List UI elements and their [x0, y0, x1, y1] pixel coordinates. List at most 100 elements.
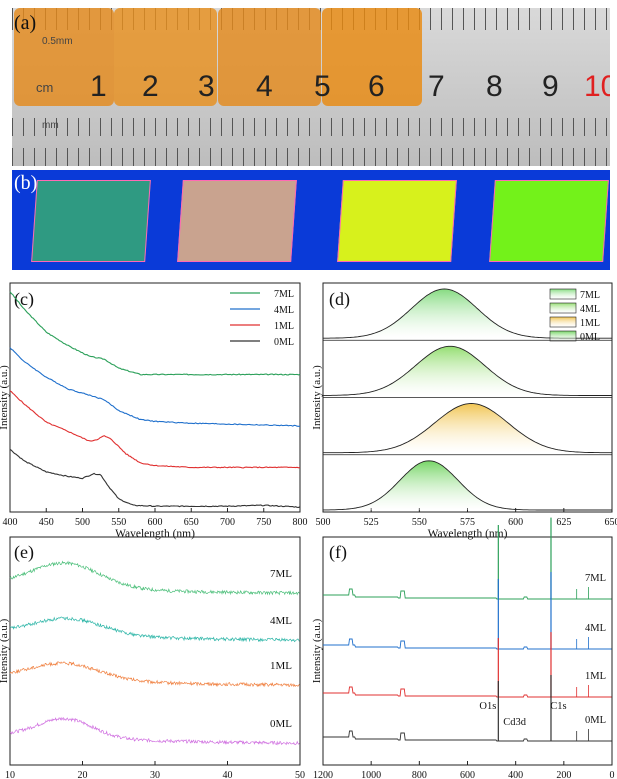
legend-label-c-7ml: 7ML — [274, 289, 294, 300]
ruler-number-10: 10 — [584, 70, 610, 103]
ruler-sub-unit-label: 0.5mm — [42, 36, 73, 47]
annotation-c1s: C1s — [550, 701, 566, 712]
x-tick-label-e-3: 40 — [223, 770, 233, 779]
photo-uv-films: (b) — [12, 170, 610, 270]
annotation-o1s: O1s — [479, 701, 496, 712]
area-outline-d-0ml — [322, 460, 612, 511]
x-tick-label-f-5: 200 — [556, 770, 571, 779]
series-label-e-1ml: 1ML — [270, 660, 292, 672]
series-line-f-0ml — [323, 730, 612, 742]
legend-label-d-4ml: 4ML — [580, 304, 600, 315]
area-outline-d-1ml — [322, 403, 612, 454]
series-line-e-1ml — [9, 661, 300, 688]
ruler-number-2: 2 — [142, 70, 159, 103]
plot-frame-e — [9, 536, 301, 766]
panel-label-e: (e) — [14, 542, 34, 563]
x-tick-label-c-1: 450 — [39, 517, 54, 528]
series-label-e-7ml: 7ML — [270, 568, 292, 580]
orange-film-2 — [114, 8, 217, 106]
ruler-number-7: 7 — [428, 70, 445, 103]
ruler-unit-label: cm — [36, 80, 54, 95]
legend-label-d-1ml: 1ML — [580, 318, 600, 329]
plot-frame-c — [9, 282, 301, 513]
x-axis-label-d: Wavelength (nm) — [428, 528, 508, 540]
series-line-e-4ml — [9, 616, 300, 643]
x-tick-label-f-4: 400 — [508, 770, 523, 779]
x-tick-label-c-0: 400 — [3, 517, 18, 528]
series-line-f-1ml — [323, 686, 612, 698]
legend-label-d-0ml: 0ML — [580, 332, 600, 343]
series-line-e-0ml — [10, 716, 300, 746]
x-tick-label-c-5: 650 — [184, 517, 199, 528]
x-tick-label-c-2: 500 — [75, 517, 90, 528]
panel-label-f: (f) — [329, 542, 347, 563]
y-axis-label-d: Intensity (a.u.) — [311, 365, 323, 430]
series-label-f-7ml: 7ML — [585, 573, 606, 584]
x-tick-label-f-6: 0 — [610, 770, 615, 779]
x-tick-label-c-4: 600 — [148, 517, 163, 528]
series-line-c-1ml — [9, 390, 301, 469]
area-fill-d-7ml — [323, 289, 612, 339]
series-line-c-7ml — [9, 291, 301, 376]
ruler-number-5: 5 — [314, 70, 331, 103]
series-line-e-7ml — [9, 560, 300, 596]
x-tick-label-d-0: 500 — [316, 517, 331, 528]
ruler-ticks-bottom — [12, 148, 610, 166]
x-tick-label-d-3: 575 — [460, 517, 475, 528]
ruler-mm-label: mm — [42, 120, 59, 131]
x-tick-label-c-3: 550 — [111, 517, 126, 528]
legend-swatch-d-4ml — [549, 302, 577, 314]
series-label-e-0ml: 0ML — [270, 718, 292, 730]
ruler-number-3: 3 — [198, 70, 215, 103]
y-axis-label-c: Intensity (a.u.) — [0, 365, 10, 430]
panel-label-b: (b) — [14, 172, 38, 194]
series-line-c-0ml — [9, 448, 301, 508]
ruler-number-4: 4 — [256, 70, 273, 103]
legend-swatch-d-0ml — [549, 330, 577, 342]
plot-frame-f — [322, 536, 613, 766]
orange-film-4 — [322, 8, 422, 106]
panel-label-c: (c) — [14, 289, 34, 310]
x-tick-label-f-1: 1000 — [361, 770, 381, 779]
area-outline-d-4ml — [322, 345, 612, 396]
x-tick-label-d-2: 550 — [412, 517, 427, 528]
y-axis-label-e: Intensity (a.u.) — [0, 618, 10, 683]
ruler-ticks-mid — [12, 118, 610, 136]
legend-label-d-7ml: 7ML — [580, 290, 600, 301]
x-tick-label-d-6: 650 — [605, 517, 617, 528]
panel-label-a: (a) — [14, 12, 37, 34]
ruler-number-1: 1 — [90, 70, 107, 103]
x-tick-label-c-8: 800 — [293, 517, 308, 528]
orange-film-1 — [14, 8, 114, 106]
annotation-cd3d: Cd3d — [503, 717, 527, 728]
orange-film-3 — [218, 8, 321, 106]
ruler-number-9: 9 — [542, 70, 559, 103]
series-label-e-4ml: 4ML — [270, 615, 292, 627]
panel-label-d: (d) — [329, 289, 350, 310]
x-tick-label-d-4: 600 — [508, 517, 523, 528]
series-line-f-4ml — [323, 638, 612, 650]
y-axis-label-f: Intensity (a.u.) — [311, 618, 323, 683]
photo-ruler-films: 0.5mm cm mm 1 2 3 4 5 6 7 8 9 10 (a) — [12, 8, 610, 166]
x-tick-label-e-1: 20 — [78, 770, 88, 779]
x-tick-label-c-7: 750 — [256, 517, 271, 528]
series-label-f-1ml: 1ML — [585, 671, 606, 682]
x-tick-label-d-1: 525 — [364, 517, 379, 528]
x-tick-label-e-2: 30 — [150, 770, 160, 779]
area-fill-d-1ml — [323, 403, 612, 453]
x-tick-label-c-6: 700 — [220, 517, 235, 528]
series-line-c-4ml — [9, 347, 300, 427]
x-tick-label-f-0: 1200 — [313, 770, 333, 779]
x-tick-label-f-3: 600 — [460, 770, 475, 779]
series-label-f-4ml: 4ML — [585, 623, 606, 634]
legend-swatch-d-1ml — [549, 316, 577, 328]
area-fill-d-0ml — [323, 460, 612, 510]
series-label-f-0ml: 0ML — [585, 715, 606, 726]
x-tick-label-e-0: 10 — [5, 770, 15, 779]
series-line-f-7ml — [323, 588, 612, 600]
x-tick-label-e-4: 50 — [295, 770, 305, 779]
legend-label-c-4ml: 4ML — [274, 305, 294, 316]
legend-label-c-0ml: 0ML — [274, 337, 294, 348]
area-fill-d-4ml — [323, 346, 612, 396]
